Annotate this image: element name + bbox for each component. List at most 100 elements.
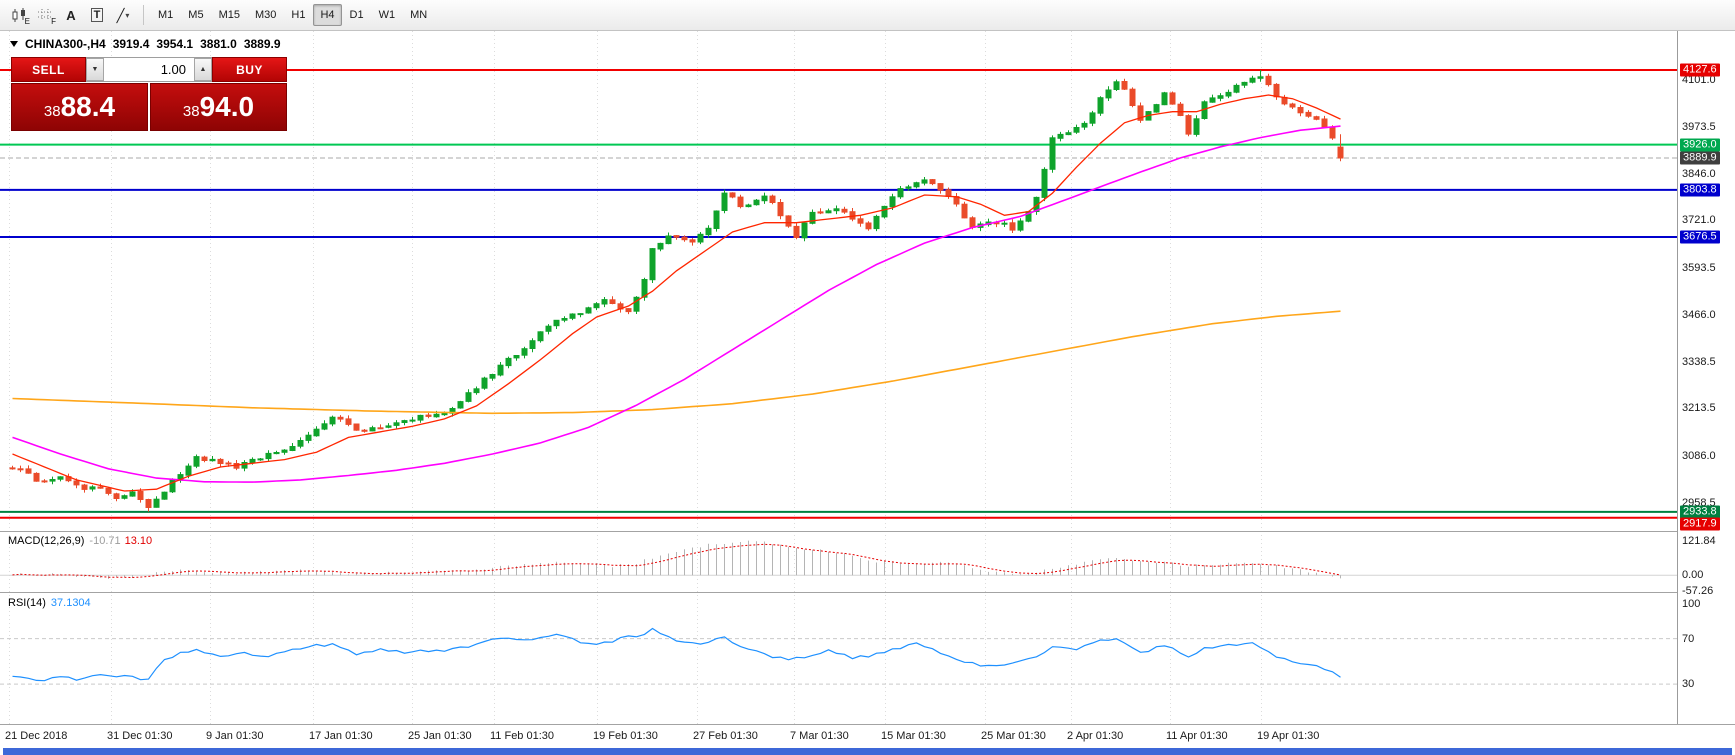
time-axis-label: 7 Mar 01:30 bbox=[790, 730, 849, 742]
macd-axis-tick: -57.26 bbox=[1682, 585, 1714, 598]
macd-axis-tick: 121.84 bbox=[1682, 535, 1716, 548]
timeframe-button-m5[interactable]: M5 bbox=[188, 9, 204, 21]
volume-up-button[interactable]: ▲ bbox=[194, 58, 212, 81]
time-axis[interactable]: 21 Dec 2018 31 Dec 01:30 9 Jan 01:30 17 Jan… bbox=[0, 725, 1735, 748]
time-axis-label: 11 Feb 01:30 bbox=[490, 730, 555, 742]
time-axis-label: 31 Dec 01:30 bbox=[107, 730, 173, 742]
bar-high-value: 3954.1 bbox=[156, 37, 194, 51]
macd-name: MACD(12,26,9) bbox=[8, 535, 85, 547]
timeframe-button-d1[interactable]: D1 bbox=[349, 9, 364, 21]
time-axis-label: 27 Feb 01:30 bbox=[693, 730, 758, 742]
text-label-tool-icon-glyph: A bbox=[66, 7, 76, 23]
price-tick: 3721.0 bbox=[1682, 214, 1716, 227]
chart-canvas[interactable] bbox=[0, 31, 1677, 724]
rsi-value: 37.1304 bbox=[50, 597, 91, 609]
one-click-trading-toggle-icon[interactable] bbox=[10, 41, 18, 47]
rsi-pane-separator[interactable] bbox=[0, 592, 1735, 593]
chart-area: CHINA300-,H4 3919.4 3954.1 3881.0 3889.9… bbox=[0, 31, 1735, 755]
time-axis-label: 11 Apr 01:30 bbox=[1166, 730, 1228, 742]
price-badge: 2933.8 bbox=[1680, 505, 1720, 519]
chart-type-icon[interactable]: E bbox=[6, 3, 32, 27]
macd-axis-tick: 0.00 bbox=[1682, 569, 1704, 582]
price-badge: 3803.8 bbox=[1680, 183, 1720, 197]
sell-button[interactable]: SELL bbox=[11, 57, 86, 82]
one-click-trading-panel: SELL ▼ 1.00 ▲ BUY 38 88.4 38 94.0 bbox=[11, 57, 287, 131]
line-tools-icon[interactable]: ╱ ▾ bbox=[110, 3, 136, 27]
price-tick: 3593.5 bbox=[1682, 261, 1716, 274]
price-tick: 3213.5 bbox=[1682, 402, 1716, 415]
timeframe-button-m15[interactable]: M15 bbox=[218, 9, 240, 21]
price-badge: 2917.9 bbox=[1680, 517, 1720, 531]
timeframe-button-w1[interactable]: W1 bbox=[378, 9, 396, 21]
line-tools-icon-glyph: ╱ bbox=[116, 7, 125, 23]
buy-price-prefix: 38 bbox=[182, 103, 200, 120]
bottom-window-edge bbox=[3, 748, 1732, 755]
icon-subscript: F bbox=[51, 17, 56, 26]
price-axis[interactable]: 4101.0 3973.5 3846.0 3721.0 3593.5 3466.0 3338… bbox=[1677, 31, 1735, 724]
bar-close-value: 3889.9 bbox=[243, 37, 281, 51]
price-tick: 3973.5 bbox=[1682, 121, 1716, 134]
rsi-indicator-label: RSI(14) 37.1304 bbox=[8, 597, 91, 609]
text-box-tool-icon[interactable]: T bbox=[84, 3, 110, 27]
price-tick: 3466.0 bbox=[1682, 308, 1716, 321]
horizontal-line-objects bbox=[0, 69, 1677, 519]
time-axis-label: 25 Jan 01:30 bbox=[408, 730, 472, 742]
macd-signal-line bbox=[12, 543, 1341, 579]
grid-toggle-icon[interactable]: F bbox=[32, 3, 58, 27]
rsi-name: RSI(14) bbox=[8, 597, 46, 609]
timeframe-button-h1[interactable]: H1 bbox=[291, 9, 306, 21]
time-axis-label: 19 Apr 01:30 bbox=[1257, 730, 1320, 742]
time-axis-label: 2 Apr 01:30 bbox=[1067, 730, 1124, 742]
volume-box: ▼ 1.00 ▲ bbox=[86, 57, 212, 82]
buy-price-display[interactable]: 38 94.0 bbox=[150, 83, 287, 131]
time-axis-separator bbox=[0, 724, 1735, 725]
time-axis-label: 9 Jan 01:30 bbox=[206, 730, 264, 742]
time-axis-label: 25 Mar 01:30 bbox=[981, 730, 1046, 742]
time-axis-label: 19 Feb 01:30 bbox=[593, 730, 658, 742]
timeframe-button-m1[interactable]: M1 bbox=[158, 9, 174, 21]
sell-price-prefix: 38 bbox=[43, 103, 61, 120]
main-toolbar: E F A T ╱ ▾ M1 M5 M15 M30 H1 H4 D1 W1 MN bbox=[0, 0, 1735, 31]
price-tick: 3338.5 bbox=[1682, 356, 1716, 369]
toolbar-icon-group: E F A T ╱ ▾ bbox=[6, 3, 136, 27]
price-tick: 3846.0 bbox=[1682, 168, 1716, 181]
timeframe-button-m30[interactable]: M30 bbox=[254, 9, 277, 21]
rsi-axis-tick: 30 bbox=[1682, 678, 1695, 691]
timeframe-button-h4[interactable]: H4 bbox=[313, 4, 342, 26]
sell-price-display[interactable]: 38 88.4 bbox=[11, 83, 148, 131]
macd-value: -10.71 bbox=[89, 535, 121, 547]
sell-price-main: 88.4 bbox=[60, 91, 116, 122]
ma-fast-line bbox=[12, 94, 1341, 492]
candlesticks bbox=[9, 70, 1344, 512]
symbol-title: CHINA300-,H4 bbox=[25, 37, 106, 51]
symbol-info-bar: CHINA300-,H4 3919.4 3954.1 3881.0 3889.9 bbox=[10, 37, 281, 51]
time-axis-label: 21 Dec 2018 bbox=[5, 730, 68, 742]
text-box-tool-icon-glyph: T bbox=[90, 8, 104, 22]
price-badge: 3926.0 bbox=[1680, 138, 1720, 152]
dropdown-caret-icon: ▾ bbox=[125, 10, 130, 20]
buy-button[interactable]: BUY bbox=[212, 57, 287, 82]
buy-price-main: 94.0 bbox=[199, 91, 255, 122]
macd-signal-value: 13.10 bbox=[124, 535, 153, 547]
rsi-axis-tick: 70 bbox=[1682, 632, 1695, 645]
volume-input[interactable]: 1.00 bbox=[160, 62, 186, 77]
price-badge: 3676.5 bbox=[1680, 230, 1720, 244]
price-tick: 3086.0 bbox=[1682, 449, 1716, 462]
bar-low-value: 3881.0 bbox=[200, 37, 237, 51]
timeframe-button-mn[interactable]: MN bbox=[410, 9, 428, 21]
macd-pane-separator[interactable] bbox=[0, 531, 1735, 532]
price-tick: 4101.0 bbox=[1682, 73, 1716, 86]
gridlines bbox=[9, 31, 1262, 724]
time-axis-label: 17 Jan 01:30 bbox=[309, 730, 373, 742]
macd-histogram bbox=[12, 540, 1341, 579]
volume-down-button[interactable]: ▼ bbox=[86, 58, 104, 81]
price-badge: 4127.6 bbox=[1680, 63, 1720, 77]
time-axis-label: 15 Mar 01:30 bbox=[881, 730, 946, 742]
ma-slow-line bbox=[12, 310, 1341, 415]
timeframe-switcher: M1 M5 M15 M30 H1 H4 D1 W1 MN bbox=[151, 4, 434, 26]
text-label-tool-icon[interactable]: A bbox=[58, 3, 84, 27]
price-badge: 3889.9 bbox=[1680, 151, 1720, 165]
rsi-axis-tick: 100 bbox=[1682, 598, 1701, 611]
rsi-line bbox=[12, 627, 1341, 682]
